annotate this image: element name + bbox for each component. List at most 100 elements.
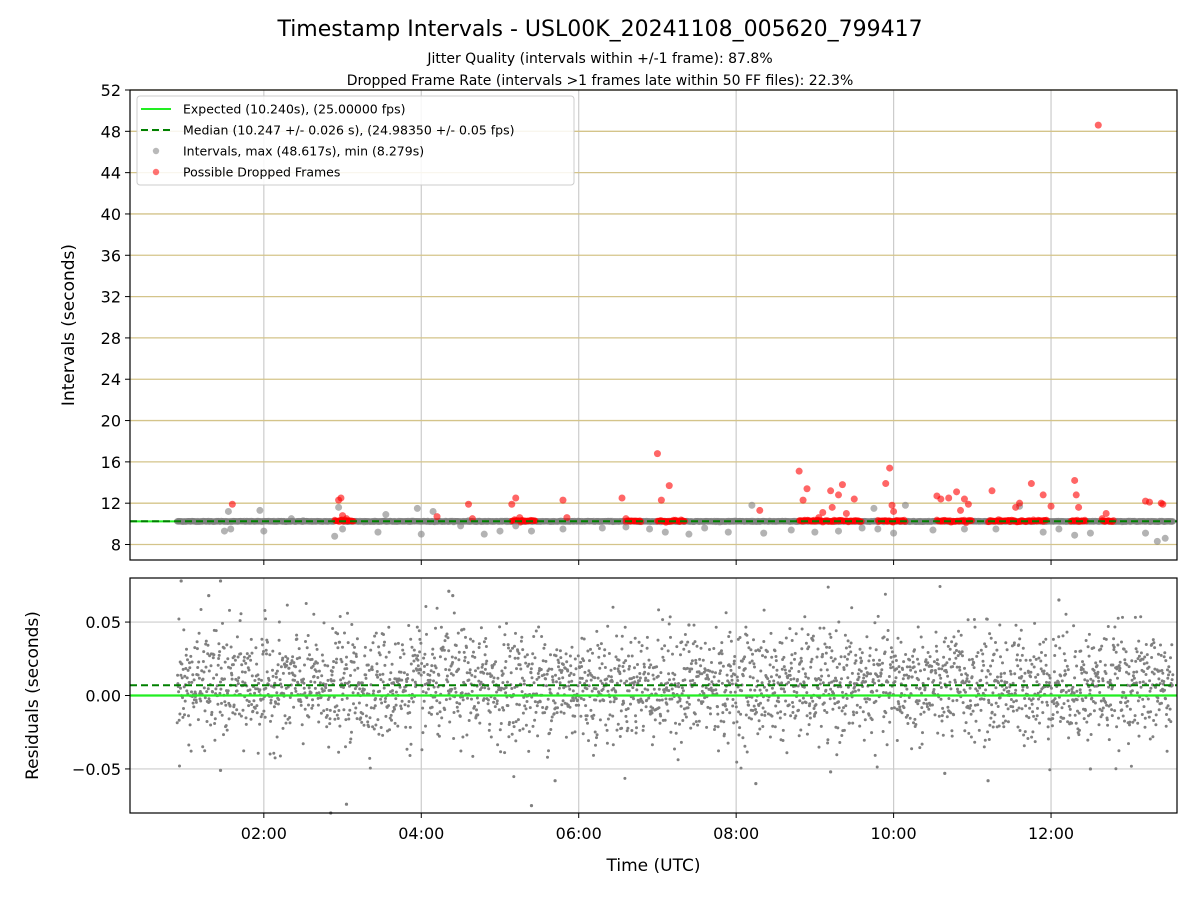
residual-point [483, 653, 487, 657]
interval-point [339, 525, 347, 533]
residual-point [661, 655, 665, 659]
residual-point [482, 671, 486, 675]
residual-point [917, 662, 921, 666]
residual-point [936, 662, 940, 666]
residual-point [394, 697, 398, 701]
residual-point [382, 633, 385, 636]
residual-point [782, 687, 786, 691]
residual-point [718, 672, 722, 675]
residual-point [747, 703, 751, 707]
residual-point [325, 714, 329, 717]
residual-point [882, 635, 886, 639]
legend-swatch-marker [152, 147, 160, 155]
interval-point [598, 524, 606, 532]
residual-point [443, 708, 447, 712]
residual-point [213, 717, 217, 721]
residual-point [618, 672, 622, 676]
residual-point [673, 673, 677, 677]
residual-point [917, 678, 920, 682]
residual-point [749, 688, 752, 692]
residual-point [561, 676, 565, 680]
residual-point [761, 654, 764, 658]
residual-point [197, 660, 201, 664]
residual-point [833, 657, 837, 661]
residual-point [403, 689, 407, 693]
residual-point [489, 735, 493, 739]
residual-point [430, 664, 434, 668]
residual-point [514, 631, 517, 635]
residual-point [509, 649, 512, 653]
residual-point [862, 673, 866, 677]
residual-point [393, 707, 396, 711]
residual-point [533, 718, 537, 722]
residual-point [871, 690, 875, 694]
residual-point [804, 675, 808, 679]
residual-point [621, 665, 625, 668]
residual-point [437, 673, 441, 677]
residual-point [954, 642, 958, 646]
residual-point [576, 698, 580, 702]
residual-point [835, 665, 839, 669]
residual-point [589, 678, 593, 682]
residual-point [1007, 689, 1011, 693]
residual-point [864, 680, 868, 684]
residual-point [307, 715, 311, 719]
residual-point [534, 629, 538, 633]
residual-point [737, 733, 741, 737]
residual-point [998, 623, 1002, 627]
residual-point [897, 665, 901, 669]
residual-point [251, 709, 255, 713]
residual-point [858, 647, 862, 651]
residual-point [504, 691, 508, 695]
residual-point [295, 637, 299, 641]
residual-point [697, 719, 701, 723]
residual-point [762, 640, 766, 643]
residual-point [363, 654, 367, 658]
residual-point [708, 669, 712, 673]
residual-point [595, 629, 599, 633]
residual-point [582, 637, 586, 641]
residual-point [389, 671, 393, 675]
residual-point [908, 716, 912, 720]
residual-point [477, 646, 481, 649]
residual-point [863, 697, 867, 701]
residual-point [571, 689, 575, 693]
residual-point [383, 640, 386, 644]
residual-point [966, 618, 970, 622]
residual-point [463, 655, 467, 659]
residual-point [417, 671, 421, 675]
residual-point [273, 756, 277, 760]
residual-point [697, 698, 701, 702]
residual-point [402, 652, 406, 656]
residual-point [680, 640, 684, 644]
residual-point [396, 641, 400, 645]
residual-point [785, 751, 789, 755]
residual-point [240, 663, 244, 667]
residual-point [679, 740, 683, 744]
residual-point [911, 660, 915, 664]
residual-point [891, 665, 895, 669]
residual-point [762, 685, 766, 689]
residual-point [789, 661, 793, 665]
residual-point [582, 659, 586, 663]
residual-point [579, 714, 583, 718]
residual-point [378, 689, 382, 693]
residual-point [885, 638, 889, 642]
intervals-y-tick-label: 24 [101, 370, 121, 389]
residual-point [470, 697, 473, 701]
residual-point [437, 724, 441, 728]
residual-point [550, 719, 553, 723]
residual-point [506, 704, 510, 708]
residual-point [911, 654, 915, 658]
residual-point [549, 653, 552, 657]
residual-point [302, 681, 306, 685]
residual-point [361, 712, 365, 716]
residual-point [937, 714, 941, 718]
residual-point [201, 660, 205, 663]
residual-point [660, 698, 664, 702]
residual-point [556, 706, 559, 710]
residual-point [834, 629, 838, 633]
residual-point [457, 650, 461, 654]
residual-point [558, 681, 562, 685]
